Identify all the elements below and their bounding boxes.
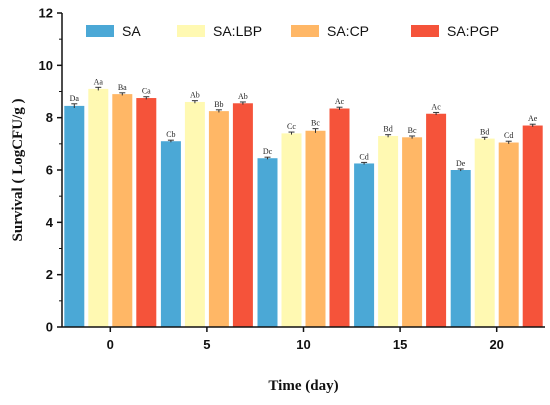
bar-sa-day-20 <box>450 170 471 327</box>
significance-label: Cd <box>359 152 368 161</box>
significance-label: Bc <box>311 119 320 128</box>
significance-label: Ab <box>238 92 248 101</box>
bar-sa-cp-day-15 <box>402 137 423 327</box>
bar-sa-lbp-day-10 <box>281 133 302 327</box>
bar-sa-day-5 <box>160 141 181 327</box>
y-axis-title: Survival ( LogCFU/g ) <box>10 99 26 242</box>
legend-label: SA:PGP <box>447 23 499 39</box>
x-tick-label: 5 <box>203 337 210 352</box>
bar-sa-cp-day-0 <box>112 94 133 327</box>
bar-sa-lbp-day-0 <box>88 88 109 327</box>
bar-sa-pgp-day-0 <box>136 98 157 328</box>
y-tick-label: 0 <box>46 320 53 335</box>
y-tick-label: 2 <box>46 267 53 282</box>
y-axis-ticks: 0 2 4 6 8 10 12 <box>39 6 62 335</box>
significance-label: Cc <box>287 122 296 131</box>
bar-sa-lbp-day-20 <box>474 138 495 327</box>
y-tick-label: 4 <box>46 215 54 230</box>
bar-sa-day-15 <box>354 163 375 327</box>
legend-label: SA <box>122 23 141 39</box>
bar-sa-day-10 <box>257 158 278 327</box>
significance-label: Ac <box>431 102 441 111</box>
x-axis-title: Time (day) <box>268 378 338 394</box>
y-tick-label: 10 <box>39 58 53 73</box>
x-tick-label: 10 <box>296 337 310 352</box>
bar-sa-pgp-day-20 <box>522 125 543 328</box>
significance-label: Bd <box>480 127 489 136</box>
x-tick-label: 15 <box>393 337 407 352</box>
bar-sa-lbp-day-5 <box>184 101 205 327</box>
x-axis-ticks: 0 5 10 15 20 <box>107 327 504 352</box>
bar-sa-day-0 <box>64 105 85 328</box>
y-tick-label: 8 <box>46 110 53 125</box>
significance-label: Ac <box>335 97 345 106</box>
legend-swatch <box>411 25 439 37</box>
significance-label: Dc <box>263 147 273 156</box>
legend-swatch <box>86 25 114 37</box>
significance-label: Bb <box>214 100 223 109</box>
significance-label: Cd <box>504 131 513 140</box>
bar-sa-pgp-day-15 <box>426 113 447 327</box>
significance-labels: Da Aa Ba Ca Cb Ab Bb Ab Dc Cc Bc Ac Cd Bd Bc Ac De Bd Cd Ae <box>70 77 538 168</box>
bar-sa-pgp-day-10 <box>329 108 350 327</box>
plot-area: Da Aa Ba Ca Cb Ab Bb Ab Dc Cc Bc Ac Cd Bd Bc Ac De Bd Cd Ae… <box>39 6 545 352</box>
bars <box>64 88 543 328</box>
significance-label: Ca <box>142 87 151 96</box>
legend: SA SA:LBP SA:CP SA:PGP <box>86 23 499 39</box>
y-tick-label: 12 <box>39 6 53 21</box>
bar-sa-cp-day-5 <box>208 111 229 327</box>
y-tick-label: 6 <box>46 163 53 178</box>
error-bars <box>71 86 536 172</box>
legend-swatch <box>177 25 205 37</box>
bar-sa-cp-day-20 <box>498 142 519 327</box>
significance-label: Cb <box>166 130 175 139</box>
bar-sa-pgp-day-5 <box>232 103 253 328</box>
axes <box>61 13 545 328</box>
significance-label: De <box>456 159 466 168</box>
legend-swatch <box>291 25 319 37</box>
significance-label: Da <box>70 94 80 103</box>
significance-label: Bd <box>383 125 392 134</box>
significance-label: Ae <box>528 114 538 123</box>
x-tick-label: 20 <box>489 337 503 352</box>
x-tick-label: 0 <box>107 337 114 352</box>
significance-label: Ab <box>190 91 200 100</box>
legend-label: SA:LBP <box>213 23 262 39</box>
significance-label: Bc <box>408 126 417 135</box>
bar-sa-lbp-day-15 <box>378 135 399 327</box>
significance-label: Ba <box>118 83 127 92</box>
significance-label: Aa <box>94 77 104 86</box>
legend-label: SA:CP <box>327 23 369 39</box>
bar-sa-cp-day-10 <box>305 130 326 327</box>
